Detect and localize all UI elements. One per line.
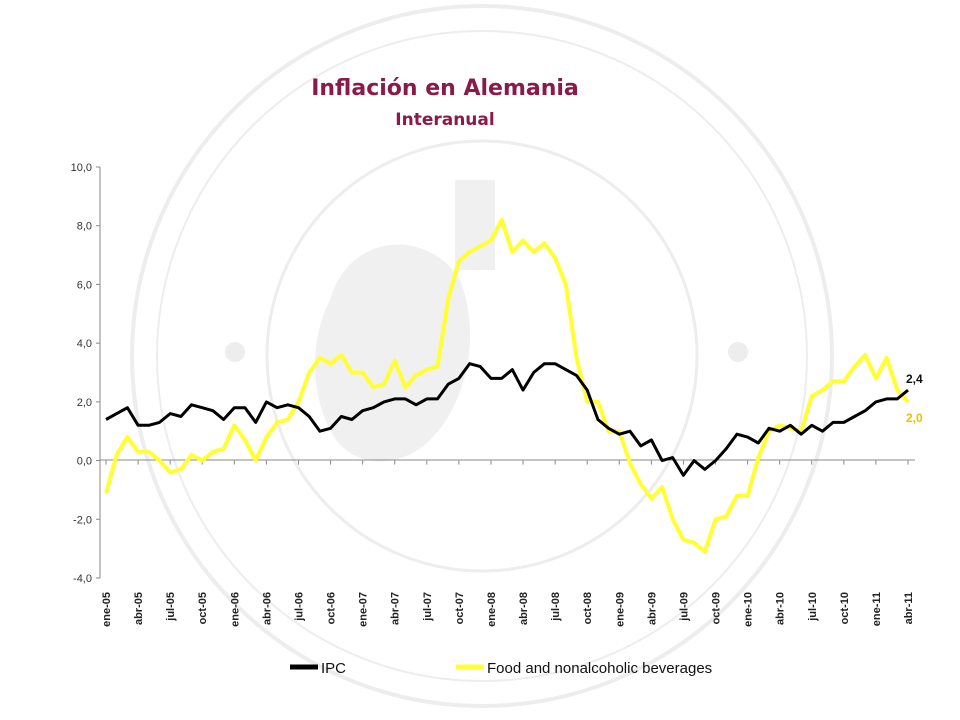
x-tick-label: jul-06	[293, 592, 305, 622]
legend-label-ipc: IPC	[321, 660, 346, 677]
x-tick-label: abr-08	[518, 592, 530, 625]
x-tick-label: oct-08	[582, 592, 594, 624]
y-tick-label: 4,0	[77, 338, 92, 350]
x-tick-label: ene-08	[486, 592, 498, 627]
y-tick-label: 6,0	[77, 279, 92, 291]
x-tick-label: jul-05	[165, 592, 177, 622]
x-tick-label: abr-07	[390, 592, 402, 625]
x-tick-label: ene-07	[358, 592, 370, 627]
x-axis-ticks: ene-05 abr-05 jul-05 oct-05 ene-06 abr-06 jul-…	[101, 460, 915, 627]
x-tick-label: ene-10	[743, 592, 755, 627]
x-tick-label: ene-09	[614, 592, 626, 627]
end-labels: 2,4 2,0	[906, 372, 923, 425]
series-line-ipc	[105, 362, 909, 477]
x-tick-label: abr-10	[775, 592, 787, 625]
y-tick-label: -2,0	[73, 514, 92, 526]
watermark-seal	[130, 4, 834, 708]
series-line-food	[104, 217, 910, 554]
x-tick-label: jul-09	[678, 592, 690, 622]
x-tick-label: oct-10	[839, 592, 851, 624]
x-tick-label: ene-06	[229, 592, 241, 627]
x-tick-label: ene-11	[871, 592, 883, 626]
x-tick-label: oct-07	[454, 592, 466, 624]
y-tick-label: 8,0	[77, 221, 92, 233]
x-tick-label: oct-06	[326, 592, 338, 624]
legend: IPC Food and nonalcoholic beverages	[290, 660, 712, 677]
x-tick-label: jul-08	[550, 592, 562, 622]
legend-label-food: Food and nonalcoholic beverages	[487, 660, 712, 677]
x-tick-label: abr-05	[133, 592, 145, 625]
y-tick-label: 10,0	[71, 162, 92, 174]
x-tick-label: jul-07	[422, 592, 434, 622]
chart-title: Inflación en Alemania	[311, 76, 579, 101]
end-label-food: 2,0	[906, 411, 923, 425]
end-label-ipc: 2,4	[906, 372, 923, 386]
x-tick-label: abr-11	[903, 592, 915, 624]
x-tick-label: jul-10	[807, 592, 819, 622]
series-lines	[104, 217, 910, 554]
x-tick-label: oct-09	[711, 592, 723, 624]
x-tick-label: oct-05	[197, 592, 209, 624]
y-axis-ticks: 10,0 8,0 6,0 4,0 2,0 0,0 -2,0 -4,0	[71, 162, 100, 585]
x-tick-label: abr-09	[646, 592, 658, 625]
x-tick-label: abr-06	[261, 592, 273, 625]
chart-subtitle: Interanual	[395, 110, 494, 130]
y-tick-label: 2,0	[77, 397, 92, 409]
x-tick-label: ene-05	[101, 592, 113, 627]
y-tick-label: -4,0	[73, 573, 92, 585]
y-tick-label: 0,0	[77, 456, 92, 468]
